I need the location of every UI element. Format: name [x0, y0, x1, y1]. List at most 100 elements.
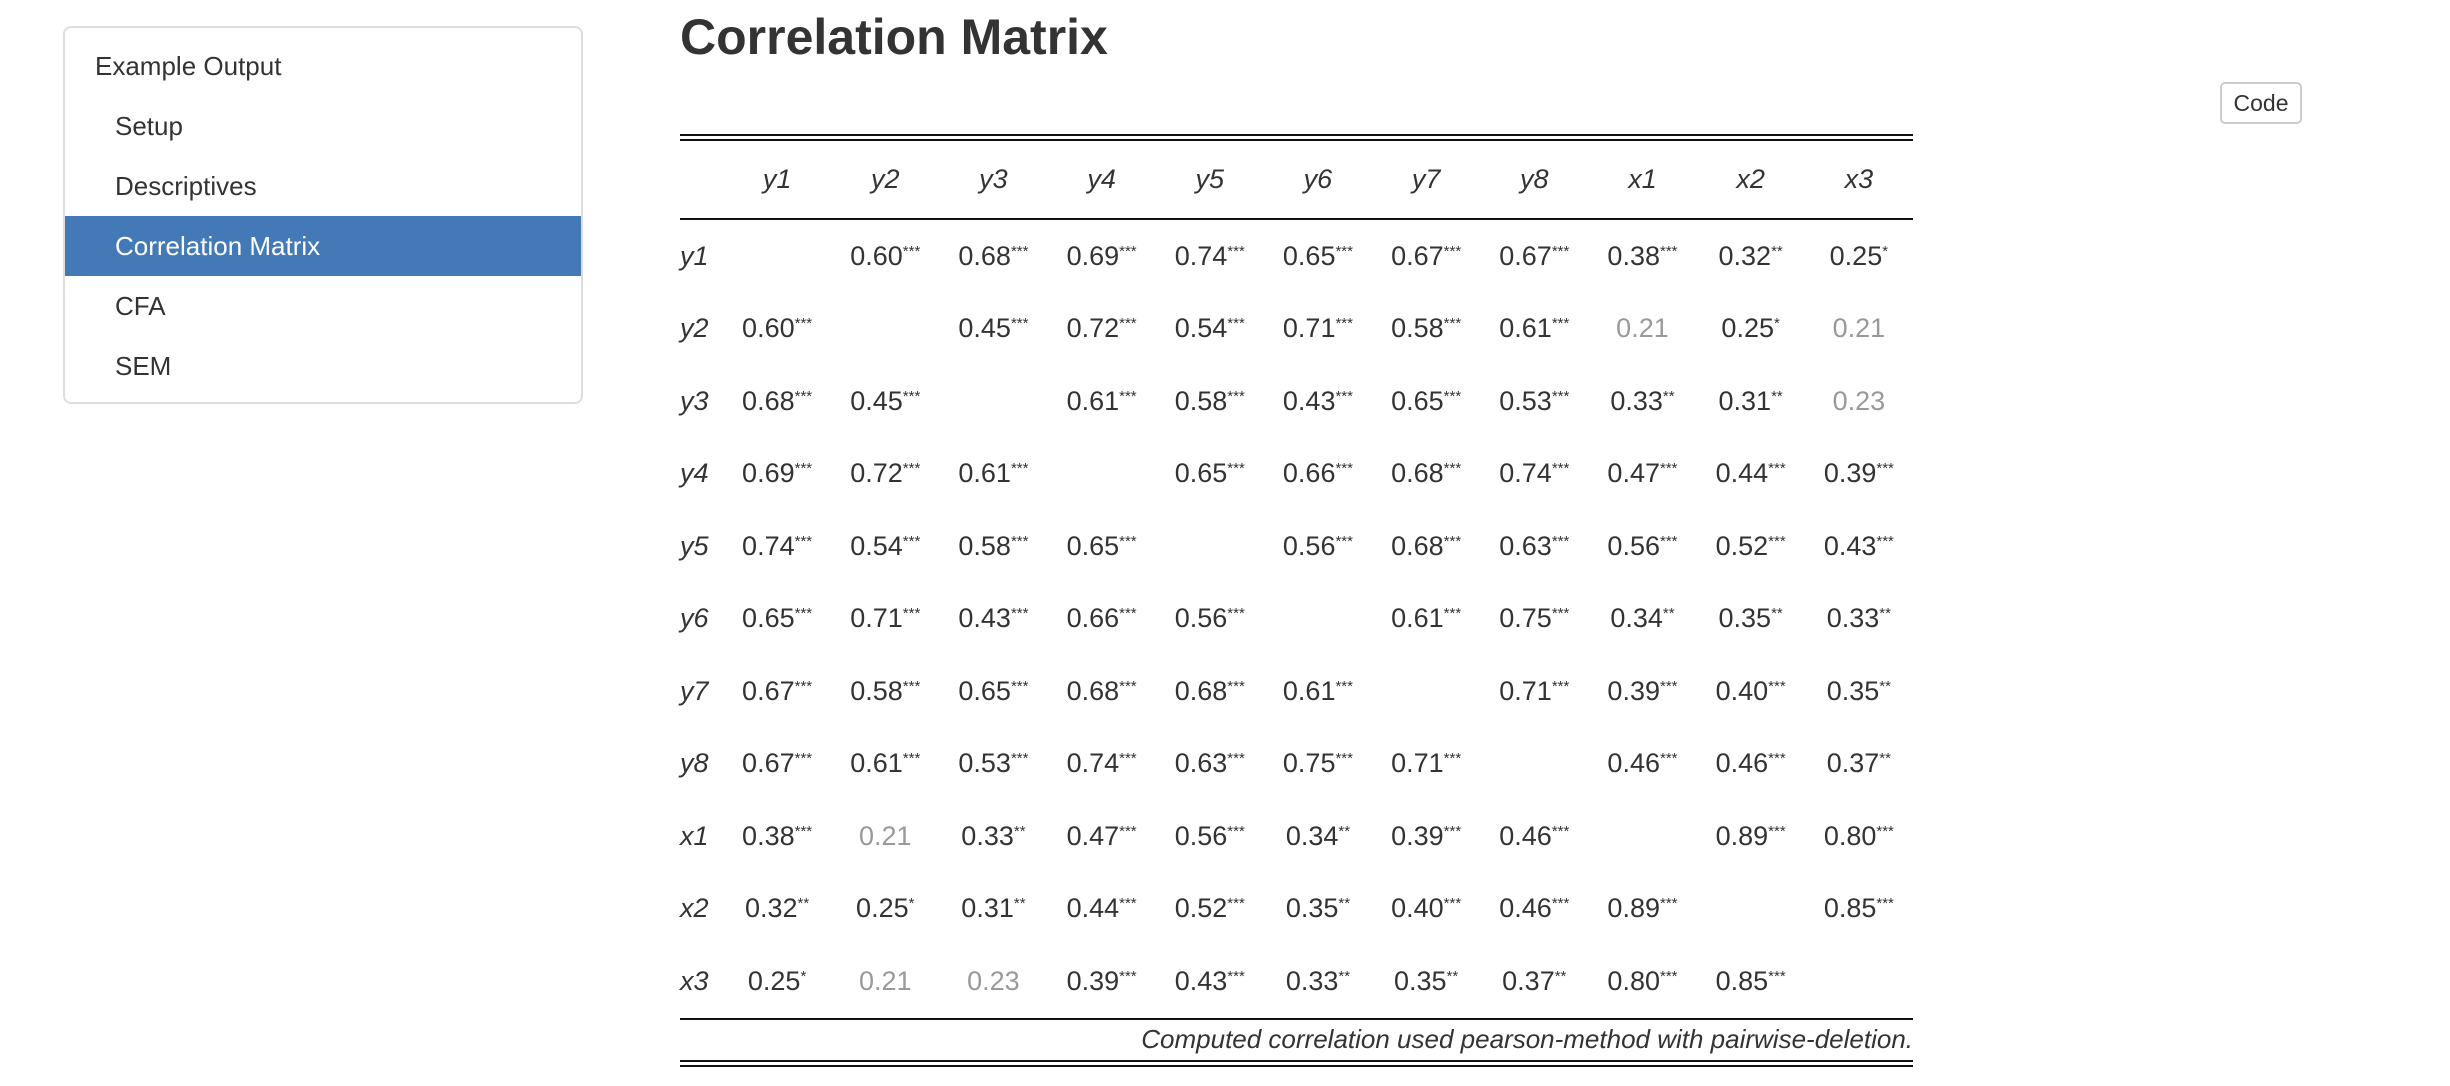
correlation-cell: 0.71***	[831, 583, 939, 656]
correlation-cell: 0.25*	[831, 873, 939, 946]
correlation-value: 0.61	[958, 458, 1011, 489]
significance-stars: ***	[1335, 460, 1353, 478]
significance-stars: ***	[1227, 315, 1245, 333]
significance-stars: ***	[1119, 750, 1137, 768]
correlation-cell: 0.69***	[1048, 219, 1156, 293]
correlation-cell: 0.75***	[1264, 728, 1372, 801]
significance-stars: ***	[1551, 315, 1570, 333]
correlation-value: 0.32	[744, 893, 798, 924]
correlation-cell: 0.39***	[1805, 438, 1913, 511]
correlation-cell: 0.46***	[1588, 728, 1696, 801]
correlation-value: 0.74	[742, 530, 795, 561]
correlation-value: 0.35	[1285, 893, 1339, 924]
correlation-cell: 0.54***	[831, 510, 939, 583]
correlation-cell: 0.68***	[1156, 655, 1264, 728]
correlation-cell: 0.35**	[1697, 583, 1805, 656]
correlation-cell: 0.34**	[1588, 583, 1696, 656]
correlation-cell: 0.71***	[1372, 728, 1480, 801]
correlation-cell	[1480, 728, 1588, 801]
correlation-cell: 0.53***	[1480, 365, 1588, 438]
correlation-cell: 0.33**	[1588, 365, 1696, 438]
correlation-cell: 0.39***	[1048, 945, 1156, 1018]
significance-stars: ***	[1335, 677, 1353, 695]
correlation-value: 0.46	[1607, 748, 1660, 779]
correlation-cell: 0.89***	[1588, 873, 1696, 946]
table-row: y1 0.60*** 0.68*** 0.69*** 0.74*** 0.65*** 0.6…	[680, 219, 1913, 293]
corner-cell	[680, 141, 723, 220]
column-header: y6	[1263, 141, 1373, 220]
correlation-cell: 0.46***	[1697, 728, 1805, 801]
correlation-value: 0.39	[1066, 965, 1120, 996]
significance-stars: ***	[1119, 677, 1137, 695]
correlation-value: 0.21	[1616, 313, 1669, 344]
correlation-value: 0.21	[858, 820, 912, 851]
correlation-value: 0.53	[958, 748, 1011, 779]
toc-item-example-output[interactable]: Example Output	[95, 51, 282, 81]
correlation-value: 0.69	[742, 458, 795, 489]
correlation-value: 0.32	[1718, 240, 1772, 271]
correlation-value: 0.65	[1174, 458, 1228, 489]
correlation-value: 0.61	[1282, 675, 1336, 706]
code-button[interactable]: Code	[2220, 82, 2302, 124]
column-header: y2	[831, 141, 940, 220]
correlation-value: 0.85	[1715, 965, 1769, 996]
column-header: x2	[1696, 141, 1805, 220]
significance-stars: ***	[1551, 822, 1570, 840]
correlation-value: 0.52	[1174, 893, 1228, 924]
row-header: y4	[680, 458, 709, 489]
correlation-value: 0.68	[742, 385, 795, 416]
correlation-cell: 0.74***	[1156, 219, 1264, 293]
correlation-cell	[831, 293, 939, 366]
column-header: y5	[1155, 141, 1264, 220]
correlation-value: 0.54	[850, 530, 903, 561]
significance-stars: ***	[1119, 532, 1137, 550]
significance-stars: ***	[1443, 460, 1462, 478]
table-bottom-rule	[680, 1059, 1913, 1067]
correlation-cell: 0.33**	[1805, 583, 1913, 656]
significance-stars: ***	[1227, 822, 1245, 840]
correlation-cell: 0.60***	[831, 219, 939, 293]
page-title: Correlation Matrix	[680, 9, 1108, 65]
correlation-cell: 0.35**	[1372, 945, 1480, 1018]
correlation-value: 0.43	[1282, 385, 1336, 416]
toc-item-correlation-matrix[interactable]: Correlation Matrix	[65, 216, 581, 276]
table-row: y8 0.67*** 0.61*** 0.53*** 0.74*** 0.63*** 0.7…	[680, 728, 1913, 801]
toc-item-setup[interactable]: Setup	[115, 111, 183, 141]
significance-stars: ***	[902, 605, 921, 623]
significance-stars: *	[908, 895, 915, 913]
correlation-cell	[1264, 583, 1372, 656]
correlation-cell	[1697, 873, 1805, 946]
correlation-value: 0.75	[1282, 748, 1336, 779]
toc-item-sem[interactable]: SEM	[115, 351, 172, 381]
column-header: y7	[1372, 141, 1481, 220]
correlation-cell: 0.43***	[939, 583, 1047, 656]
correlation-cell: 0.85***	[1697, 945, 1805, 1018]
significance-stars: ***	[1768, 822, 1786, 840]
significance-stars: **	[1446, 967, 1459, 985]
significance-stars: ***	[1659, 460, 1678, 478]
correlation-cell: 0.56***	[1156, 583, 1264, 656]
correlation-value: 0.68	[1391, 458, 1444, 489]
significance-stars: ***	[1659, 967, 1678, 985]
correlation-cell: 0.65***	[939, 655, 1047, 728]
significance-stars: ***	[794, 822, 813, 840]
toc-item-descriptives[interactable]: Descriptives	[115, 171, 257, 201]
correlation-cell: 0.21	[831, 945, 939, 1018]
correlation-value: 0.43	[1823, 530, 1877, 561]
correlation-value: 0.23	[967, 965, 1020, 996]
correlation-value: 0.21	[1832, 313, 1886, 344]
correlation-value: 0.80	[1607, 965, 1660, 996]
correlation-value: 0.60	[850, 240, 903, 271]
significance-stars: ***	[1227, 750, 1245, 768]
correlation-cell: 0.63***	[1480, 510, 1588, 583]
correlation-value: 0.61	[1066, 385, 1120, 416]
significance-stars: ***	[794, 677, 813, 695]
correlation-cell: 0.35**	[1805, 655, 1913, 728]
correlation-value: 0.39	[1823, 458, 1877, 489]
correlation-value: 0.54	[1174, 313, 1228, 344]
correlation-cell: 0.47***	[1048, 800, 1156, 873]
toc-item-cfa[interactable]: CFA	[115, 291, 166, 321]
column-header: x1	[1588, 141, 1697, 220]
correlation-value: 0.85	[1823, 893, 1877, 924]
correlation-value: 0.46	[1499, 893, 1552, 924]
